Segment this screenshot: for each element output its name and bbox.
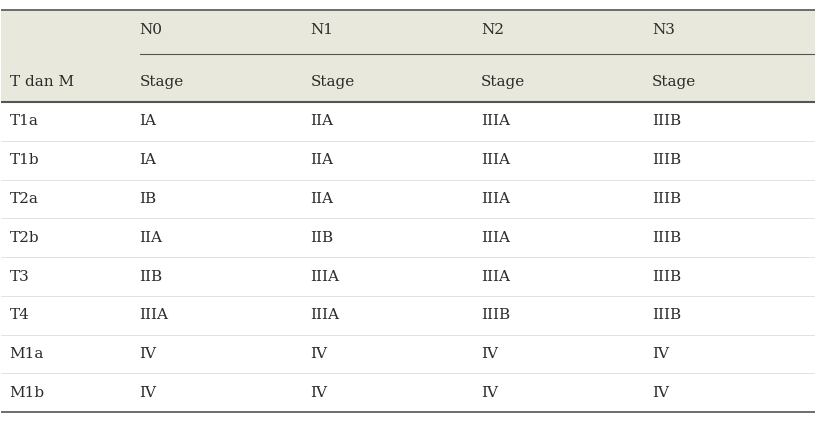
- Text: T1b: T1b: [10, 153, 39, 167]
- Text: T1a: T1a: [10, 114, 38, 128]
- Text: T3: T3: [10, 270, 29, 284]
- Text: IV: IV: [652, 386, 669, 400]
- Text: N1: N1: [310, 23, 334, 37]
- Text: IIB: IIB: [310, 231, 334, 245]
- Text: IIIA: IIIA: [481, 270, 510, 284]
- Text: IIIA: IIIA: [481, 114, 510, 128]
- Text: N0: N0: [140, 23, 162, 37]
- Text: IIIA: IIIA: [481, 192, 510, 206]
- Text: IV: IV: [310, 347, 327, 361]
- Text: IIIA: IIIA: [310, 308, 339, 322]
- Text: IIA: IIA: [310, 153, 334, 167]
- Text: IIIA: IIIA: [140, 308, 169, 322]
- Text: IV: IV: [481, 386, 499, 400]
- Text: IIA: IIA: [140, 231, 162, 245]
- Text: IIIB: IIIB: [481, 308, 510, 322]
- Text: IV: IV: [310, 386, 327, 400]
- Text: Stage: Stage: [481, 75, 526, 89]
- Text: N2: N2: [481, 23, 504, 37]
- Text: IV: IV: [140, 347, 157, 361]
- Text: IV: IV: [140, 386, 157, 400]
- Text: IIB: IIB: [140, 270, 162, 284]
- Text: IIIB: IIIB: [652, 231, 681, 245]
- Text: T2b: T2b: [10, 231, 39, 245]
- Text: IIIB: IIIB: [652, 270, 681, 284]
- FancyBboxPatch shape: [2, 10, 814, 102]
- Text: IIIB: IIIB: [652, 153, 681, 167]
- Text: IIA: IIA: [310, 192, 334, 206]
- Text: N3: N3: [652, 23, 675, 37]
- Text: IIA: IIA: [310, 114, 334, 128]
- Text: T dan M: T dan M: [10, 75, 73, 89]
- Text: T2a: T2a: [10, 192, 38, 206]
- Text: IIIB: IIIB: [652, 308, 681, 322]
- Text: IA: IA: [140, 153, 157, 167]
- Text: Stage: Stage: [140, 75, 184, 89]
- Text: IIIB: IIIB: [652, 192, 681, 206]
- Text: IB: IB: [140, 192, 157, 206]
- Text: M1a: M1a: [10, 347, 44, 361]
- Text: IIIA: IIIA: [481, 153, 510, 167]
- Text: M1b: M1b: [10, 386, 45, 400]
- Text: IIIA: IIIA: [310, 270, 339, 284]
- Text: Stage: Stage: [652, 75, 696, 89]
- Text: T4: T4: [10, 308, 29, 322]
- Text: IV: IV: [481, 347, 499, 361]
- Text: IIIB: IIIB: [652, 114, 681, 128]
- Text: Stage: Stage: [310, 75, 355, 89]
- Text: IV: IV: [652, 347, 669, 361]
- Text: IA: IA: [140, 114, 157, 128]
- Text: IIIA: IIIA: [481, 231, 510, 245]
